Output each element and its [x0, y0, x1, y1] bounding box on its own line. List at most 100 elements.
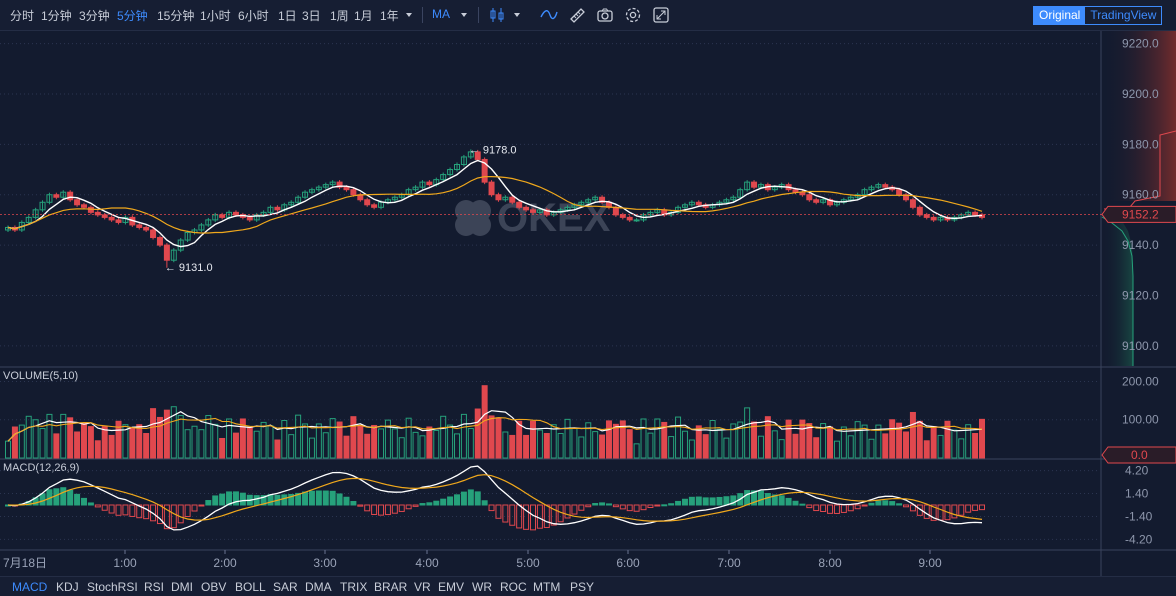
view-original-button[interactable]: Original: [1034, 7, 1086, 24]
indicator-dma[interactable]: DMA: [305, 580, 332, 594]
interval-7[interactable]: 1日: [278, 9, 297, 23]
macd-histogram-bar: [709, 497, 716, 506]
interval-4[interactable]: 15分钟: [157, 9, 195, 23]
macd-histogram-bar: [295, 492, 302, 506]
line-draw-icon[interactable]: [540, 6, 558, 24]
macd-histogram-bar: [170, 504, 177, 529]
candle-body: [626, 216, 633, 221]
candle-type-icon[interactable]: [488, 6, 506, 24]
interval-8[interactable]: 3日: [302, 9, 321, 23]
indicator-obv[interactable]: OBV: [201, 580, 227, 594]
indicator-brar[interactable]: BRAR: [374, 580, 408, 594]
candle-body: [94, 211, 101, 216]
indicator-macd[interactable]: MACD: [12, 580, 48, 594]
volume-bar: [143, 433, 150, 459]
view-tradingview-button[interactable]: TradingView: [1090, 8, 1157, 22]
candle-dropdown-icon[interactable]: [512, 6, 530, 24]
chart-area[interactable]: 9220.0 9200.0 9180.0 9160.0 9140.0 9120.0 9100…: [0, 31, 1176, 576]
indicator-vr[interactable]: VR: [414, 580, 431, 594]
volume-bar: [903, 431, 910, 459]
volume-bar: [350, 416, 357, 459]
bid-depth-area: [1102, 201, 1133, 366]
interval-9[interactable]: 1周: [330, 9, 349, 23]
bid-depth-line: [1101, 216, 1134, 366]
volume-bar: [640, 418, 647, 459]
macd-histogram-bar: [612, 504, 619, 508]
macd-histogram-bar: [647, 504, 654, 509]
volume-bar: [688, 439, 695, 459]
macd-axis-label: 4.20: [1125, 464, 1149, 478]
time-axis-label: 7月18日: [3, 556, 47, 570]
volume-bar: [633, 443, 640, 459]
indicator-emv[interactable]: EMV: [438, 580, 465, 594]
volume-bar: [571, 427, 578, 459]
macd-histogram-bar: [60, 487, 67, 506]
candle-body: [108, 216, 115, 221]
indicator-wr[interactable]: WR: [472, 580, 492, 594]
candle-body: [529, 209, 536, 213]
macd-histogram-bar: [136, 504, 143, 519]
volume-bar: [882, 433, 889, 459]
volume-bar: [626, 429, 633, 459]
macd-histogram-bar: [868, 502, 875, 506]
macd-histogram-bar: [654, 504, 661, 507]
indicator-rsi[interactable]: RSI: [144, 580, 165, 594]
macd-histogram-bar: [605, 503, 612, 506]
macd-histogram-bar: [730, 495, 737, 506]
time-axis-label: 2:00: [213, 556, 237, 570]
macd-histogram-bar: [454, 494, 461, 506]
camera-icon[interactable]: [596, 6, 614, 24]
indicator-roc[interactable]: ROC: [500, 580, 527, 594]
indicator-trix[interactable]: TRIX: [340, 580, 368, 594]
indicator-sar[interactable]: SAR: [273, 580, 298, 594]
macd-histogram-bar: [523, 504, 530, 530]
macd-histogram-bar: [378, 504, 385, 516]
macd-histogram-bar: [108, 504, 115, 514]
candle-body: [253, 214, 260, 221]
macd-histogram-bar: [840, 504, 847, 513]
interval-11[interactable]: 1年: [380, 9, 399, 23]
indicator-mtm[interactable]: MTM: [533, 580, 561, 594]
candle-body: [143, 226, 150, 231]
candle-body: [882, 184, 889, 188]
interval-10[interactable]: 1月: [354, 9, 373, 23]
volume-bar: [979, 418, 985, 459]
indicator-kdj[interactable]: KDJ: [56, 580, 79, 594]
volume-bar: [495, 417, 502, 459]
volume-bar: [433, 429, 440, 459]
macd-histogram-bar: [688, 496, 695, 506]
indicator-dmi[interactable]: DMI: [171, 580, 193, 594]
macd-histogram-bar: [626, 504, 633, 512]
macd-histogram-bar: [191, 504, 198, 512]
indicator-boll[interactable]: BOLL: [235, 580, 266, 594]
macd-histogram-bar: [419, 503, 426, 506]
candle-body: [585, 199, 592, 203]
candle-body: [896, 189, 903, 196]
interval-2[interactable]: 3分钟: [79, 9, 110, 23]
volume-bar: [60, 413, 67, 459]
candle-body: [336, 181, 343, 188]
divider: [478, 7, 479, 23]
fullscreen-icon[interactable]: [652, 6, 670, 24]
ruler-icon[interactable]: [568, 6, 586, 24]
ma-dropdown-icon[interactable]: [459, 6, 469, 24]
macd-histogram-bar: [847, 504, 854, 512]
time-axis-label: 9:00: [918, 556, 942, 570]
interval-5[interactable]: 1小时: [200, 9, 231, 23]
interval-dropdown-icon[interactable]: [404, 6, 414, 24]
macd-histogram-bar: [184, 504, 191, 517]
indicator-stochrsi[interactable]: StochRSI: [87, 580, 138, 594]
macd-histogram-bar: [619, 504, 626, 510]
macd-histogram-bar: [143, 504, 150, 520]
settings-icon[interactable]: [624, 6, 642, 24]
macd-histogram-bar: [495, 504, 502, 519]
macd-histogram-bar: [302, 491, 309, 506]
indicator-psy[interactable]: PSY: [570, 580, 595, 594]
volume-bar: [343, 435, 350, 459]
interval-1[interactable]: 1分钟: [41, 9, 72, 23]
interval-6[interactable]: 6小时: [238, 9, 269, 23]
ma-select[interactable]: MA: [432, 7, 450, 21]
volume-bar: [405, 417, 412, 459]
interval-3[interactable]: 5分钟: [117, 9, 148, 23]
interval-0[interactable]: 分时: [10, 9, 35, 23]
